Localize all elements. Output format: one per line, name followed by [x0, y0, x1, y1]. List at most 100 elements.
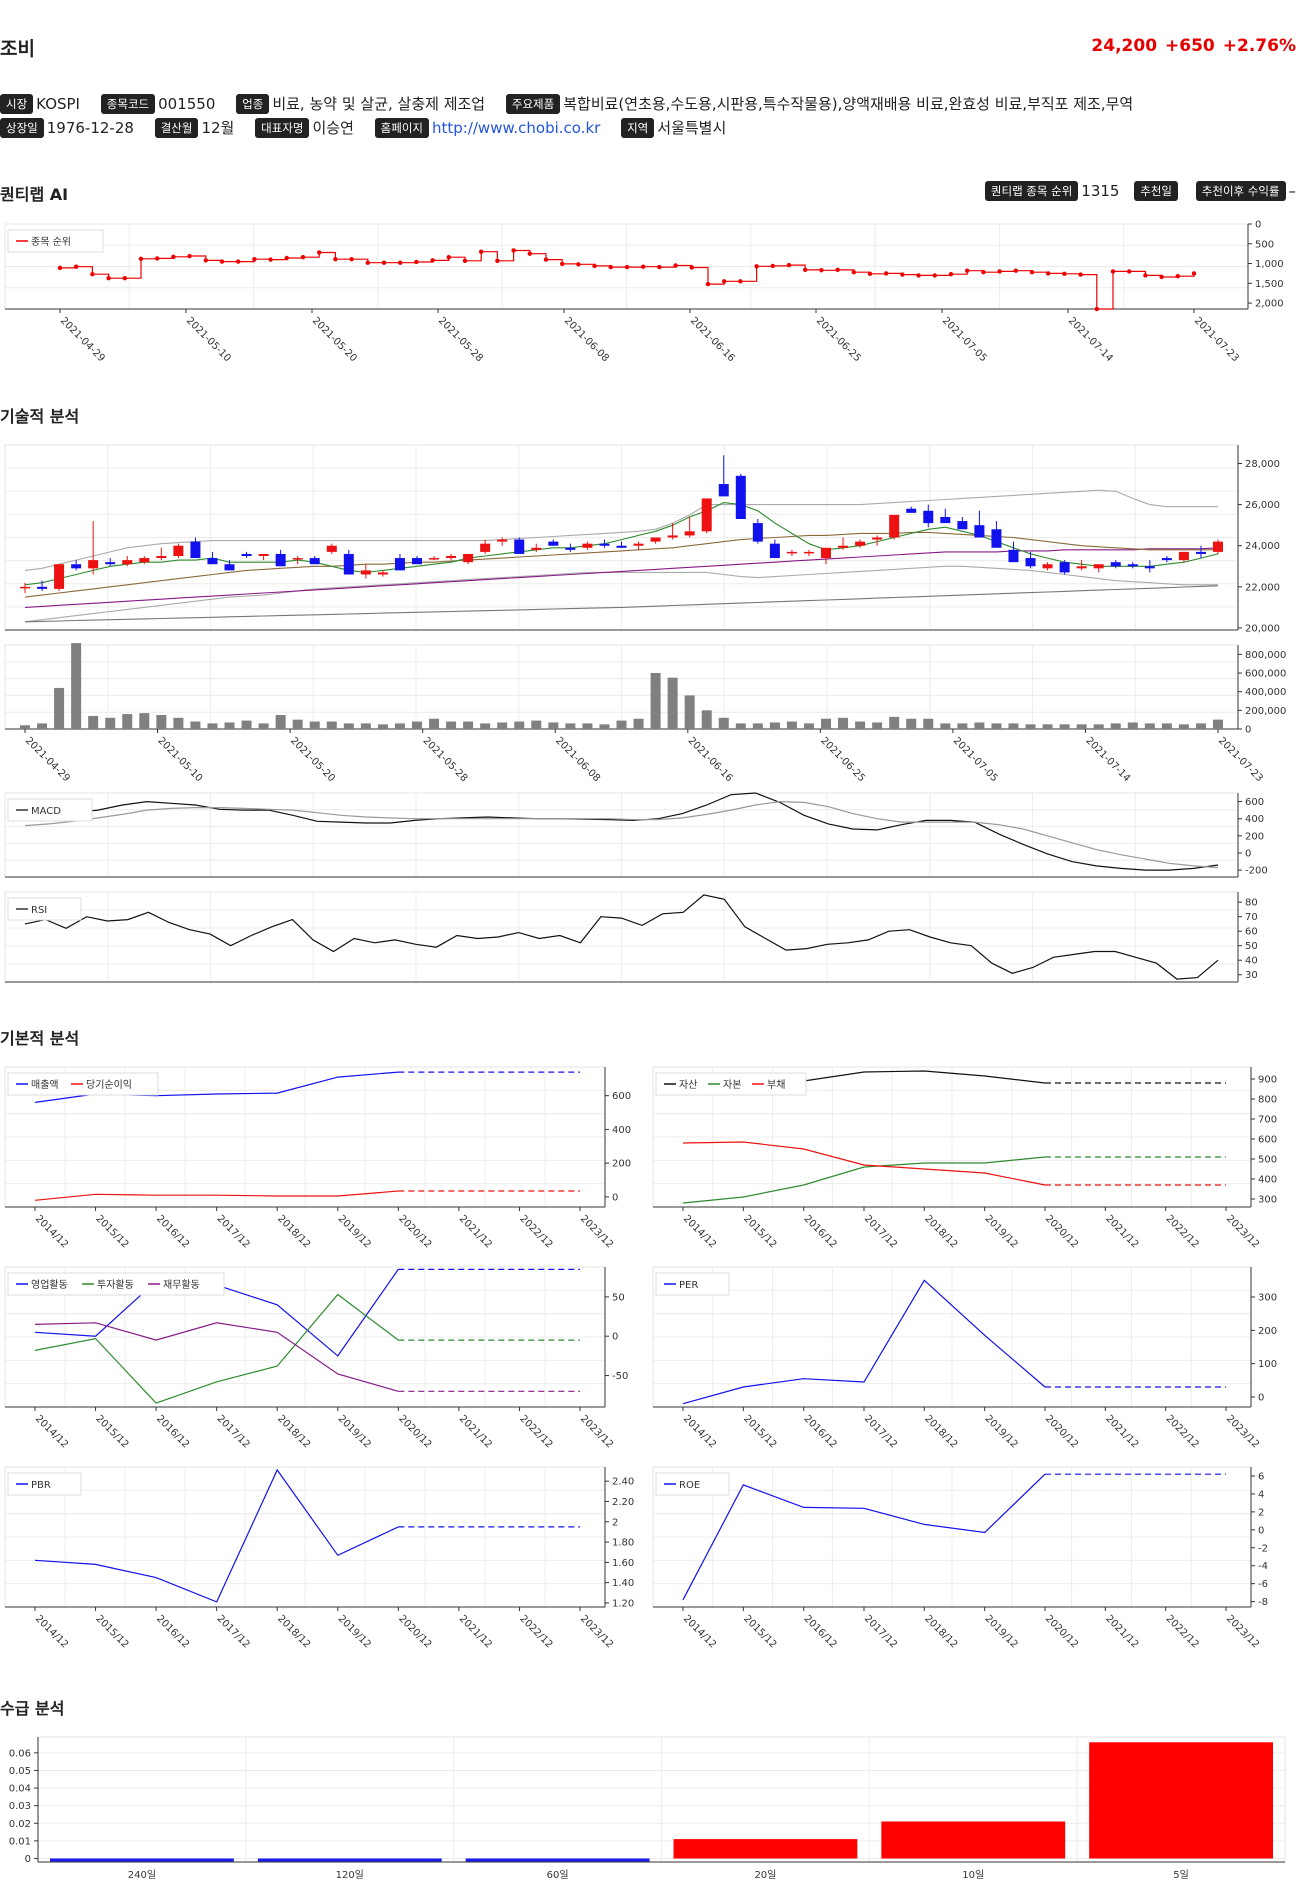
rank-point: [1013, 268, 1018, 273]
x-tick-label: 2021-04-29: [58, 315, 107, 364]
candle-body: [855, 541, 866, 546]
y-tick-label: 400: [1258, 1175, 1277, 1186]
x-tick-label: 2015/12: [93, 1213, 130, 1250]
ma120-line: [24, 585, 1219, 623]
rank-point: [738, 279, 743, 284]
x-tick-label: 2021-05-28: [436, 315, 485, 364]
x-tick-label: 2021-05-10: [184, 315, 233, 364]
x-tick-label: 2023/12: [1224, 1613, 1261, 1650]
rank-value: 1315: [1081, 182, 1120, 200]
rank-point: [1078, 272, 1083, 277]
supply-bar: [257, 1858, 442, 1862]
volume-bar: [258, 723, 269, 729]
x-tick-label: 2021-06-25: [814, 315, 863, 364]
volume-chart: 800,000 600,000 400,000 200,000 0 2021-04-29 2…: [4, 643, 1286, 784]
x-tick-label: 10일: [962, 1869, 984, 1881]
candle-body: [343, 553, 354, 575]
x-tick-label: 2014/12: [681, 1413, 718, 1450]
y-tick-label: 100: [1258, 1359, 1277, 1370]
x-tick-label: 2018/12: [922, 1213, 959, 1250]
volume-bar: [974, 722, 985, 729]
x-tick-label: 2019/12: [336, 1413, 373, 1450]
ma5-line: [24, 502, 1219, 586]
volume-bar: [821, 718, 832, 729]
candle-body: [667, 535, 678, 538]
legend-box: [7, 897, 82, 921]
candle-body: [752, 523, 763, 542]
industry-tag: 업종: [236, 94, 270, 114]
candle-body: [633, 543, 644, 546]
x-tick-label: 2018/12: [275, 1413, 312, 1450]
candle-body: [940, 516, 951, 524]
candle-body: [224, 564, 235, 571]
rank-point: [932, 273, 937, 278]
y-tick-label: 0: [25, 1854, 31, 1865]
y-tick-label: 4: [1258, 1489, 1264, 1500]
series-line-solid: [34, 1293, 399, 1404]
x-tick-label: 2021-05-10: [155, 735, 204, 784]
ma20-line: [24, 531, 1218, 598]
rank-point: [803, 267, 808, 273]
volume-bar: [343, 723, 354, 729]
x-tick-label: 240일: [128, 1869, 156, 1881]
rank-point: [268, 257, 273, 262]
x-tick-label: 2020/12: [396, 1413, 433, 1450]
candle-body: [241, 553, 252, 556]
rank-point: [1094, 306, 1100, 312]
candle-body: [20, 586, 30, 589]
candle-body: [156, 556, 167, 559]
bollinger-lower: [24, 565, 1218, 623]
y-tick-label: 80: [1245, 898, 1258, 909]
volume-bar: [548, 722, 559, 729]
rank-chart: 0 500 1,000 1,500 2,000 종목 순위 2021-04-29 2021-0…: [4, 220, 1284, 364]
candle-body: [684, 531, 695, 536]
rank-point: [981, 270, 986, 275]
volume-bar: [1195, 723, 1206, 729]
legend-label: 당기순이익: [86, 1079, 132, 1091]
series-line-solid: [34, 1468, 399, 1603]
rank-point: [57, 265, 63, 271]
candle-body: [377, 572, 388, 575]
candle-body: [1059, 562, 1070, 573]
x-tick-label: 2019/12: [983, 1613, 1020, 1650]
candle-body: [122, 560, 133, 565]
rank-point: [74, 264, 79, 269]
per-chart: 300 200 100 0 PER 2014/12 2015/12 2016/12 2017/1…: [652, 1266, 1277, 1450]
x-tick-label: 2021-07-14: [1066, 315, 1115, 364]
y-tick-label: 400: [612, 1125, 631, 1136]
x-tick-label: 2022/12: [1164, 1213, 1201, 1250]
y-tick-label: 26,000: [1245, 500, 1280, 511]
supply-bar: [673, 1839, 858, 1859]
candle-body: [650, 537, 661, 542]
legend-box: [7, 798, 93, 822]
legend-box: [655, 1272, 730, 1296]
y-tick-label: 1.60: [612, 1558, 634, 1569]
x-tick-label: 2019/12: [336, 1213, 373, 1250]
candle-body: [54, 564, 65, 589]
series-line-solid: [682, 1156, 1046, 1204]
supply-bar: [50, 1858, 234, 1862]
products-value: 복합비료(연초용,수도용,시판용,특수작물용),양액재배용 비료,완효성 비료,…: [563, 95, 1134, 113]
x-tick-label: 2018/12: [922, 1413, 959, 1450]
candle-body: [463, 553, 474, 563]
x-tick-label: 2016/12: [802, 1613, 839, 1650]
x-tick-label: 2017/12: [862, 1213, 899, 1250]
volume-bar: [872, 722, 883, 729]
y-tick-label: 600: [612, 1091, 631, 1102]
homepage-link[interactable]: http://www.chobi.co.kr: [431, 119, 601, 137]
y-tick-label: 200: [1258, 1326, 1277, 1337]
rank-point: [106, 275, 111, 281]
rank-point: [657, 264, 662, 270]
x-tick-label: 2022/12: [517, 1613, 554, 1650]
candle-body: [292, 558, 303, 560]
candle-body: [872, 537, 883, 540]
x-tick-label: 2021-07-05: [951, 735, 1000, 784]
y-tick-label: 800,000: [1245, 650, 1286, 661]
y-tick-label: 24,000: [1245, 541, 1280, 552]
x-tick-label: 2021/12: [1103, 1413, 1140, 1450]
candle-body: [258, 553, 269, 556]
rank-point: [770, 263, 775, 269]
region-tag: 지역: [621, 118, 655, 138]
volume-bar: [565, 723, 576, 729]
rank-tag: 퀀티랩 종목 순위: [984, 181, 1079, 201]
